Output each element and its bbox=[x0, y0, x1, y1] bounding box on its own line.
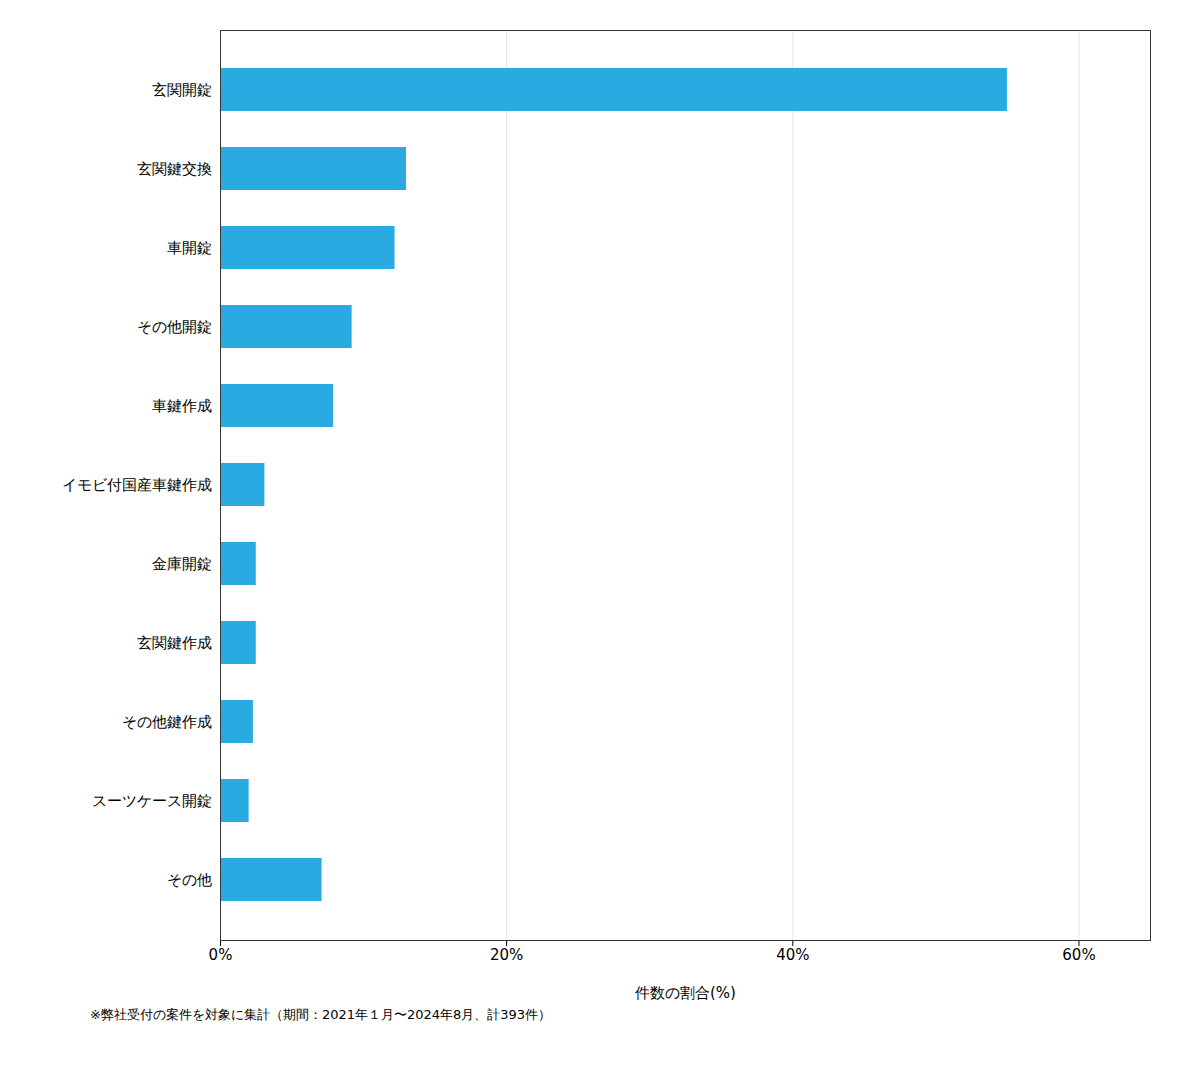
svg-text:車鍵作成: 車鍵作成 bbox=[152, 397, 212, 415]
svg-text:玄関開錠: 玄関開錠 bbox=[152, 81, 212, 99]
svg-text:その他鍵作成: その他鍵作成 bbox=[122, 713, 212, 731]
svg-text:スーツケース開錠: スーツケース開錠 bbox=[92, 792, 212, 810]
svg-text:玄関鍵交換: 玄関鍵交換 bbox=[137, 160, 212, 178]
svg-text:その他開錠: その他開錠 bbox=[137, 318, 212, 336]
svg-text:60%: 60% bbox=[1062, 946, 1095, 964]
html-text:※弊社受付の案件を対象に集計（期間：2021年１月〜2024: ※弊社受付の案件を対象に集計（期間：2021年１月〜2024年8月、計393件） bbox=[90, 1007, 552, 1022]
svg-text:件数の割合(%): 件数の割合(%) bbox=[635, 984, 736, 1001]
svg-text:その他: その他 bbox=[167, 871, 212, 889]
svg-text:金庫開錠: 金庫開錠 bbox=[152, 555, 212, 573]
svg-text:車開錠: 車開錠 bbox=[167, 239, 212, 257]
svg-text:40%: 40% bbox=[776, 946, 809, 964]
svg-text:20%: 20% bbox=[490, 946, 523, 964]
svg-text:0%: 0% bbox=[209, 946, 233, 964]
svg-text:イモビ付国産車鍵作成: イモビ付国産車鍵作成 bbox=[62, 476, 212, 494]
svg-text:玄関鍵作成: 玄関鍵作成 bbox=[137, 634, 212, 652]
